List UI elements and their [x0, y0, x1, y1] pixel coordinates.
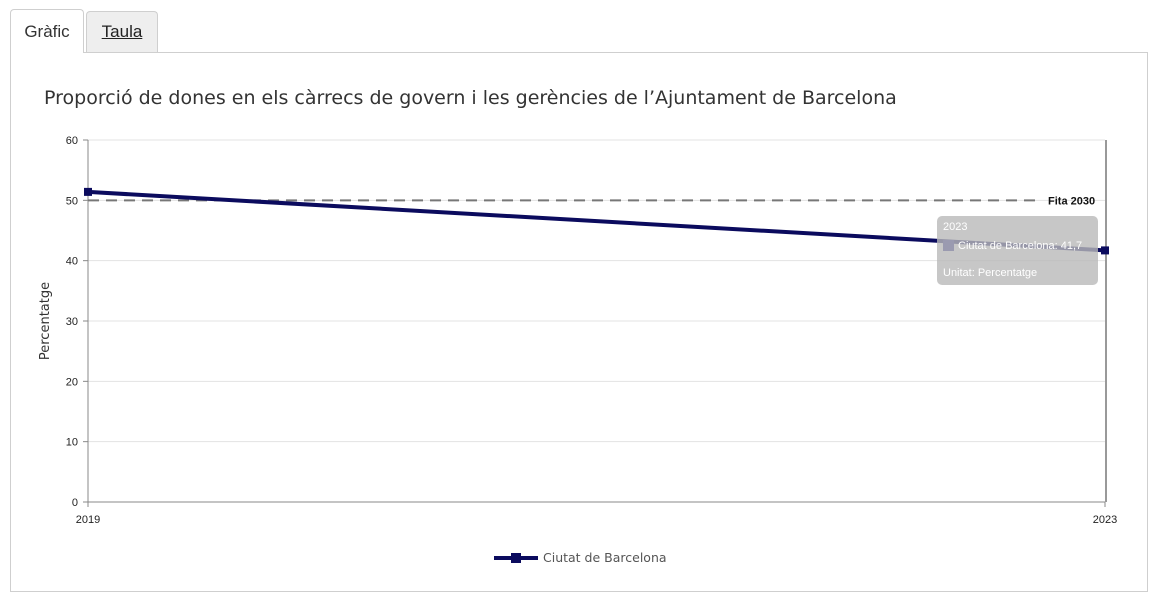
tab-taula[interactable]: Taula: [86, 11, 158, 52]
y-tick-label: 0: [72, 497, 78, 509]
legend-marker: [511, 553, 521, 563]
y-tick-label: 50: [66, 195, 78, 207]
tooltip-title: 2023: [943, 221, 967, 233]
y-tick-label: 10: [66, 437, 78, 449]
x-tick-label: 2019: [76, 514, 100, 526]
tooltip-series-marker: [943, 240, 954, 251]
tooltip-series-value: Ciutat de Barcelona: 41,7: [958, 240, 1082, 252]
y-tick-label: 40: [66, 256, 78, 268]
line-chart: 0 10 20 30 40 50 60 2019 2023 Percentatge Fita 203…: [38, 135, 1117, 565]
y-tick-label: 60: [66, 135, 78, 147]
series-line: [87, 189, 1106, 253]
legend-label: Ciutat de Barcelona: [543, 550, 667, 565]
reference-line-label: Fita 2030: [1048, 195, 1095, 207]
y-tick-label: 20: [66, 376, 78, 388]
data-point: [1101, 246, 1109, 255]
data-point: [84, 187, 92, 196]
y-tick-label: 30: [66, 316, 78, 328]
y-axis-title: Percentatge: [38, 282, 53, 360]
chart-title: Proporció de dones en els càrrecs de gov…: [44, 87, 897, 109]
tooltip-box: [937, 216, 1098, 285]
tooltip-unit: Unitat: Percentatge: [943, 267, 1037, 279]
tab-grafic[interactable]: Gràfic: [10, 9, 84, 53]
x-tick-label: 2023: [1093, 514, 1117, 526]
